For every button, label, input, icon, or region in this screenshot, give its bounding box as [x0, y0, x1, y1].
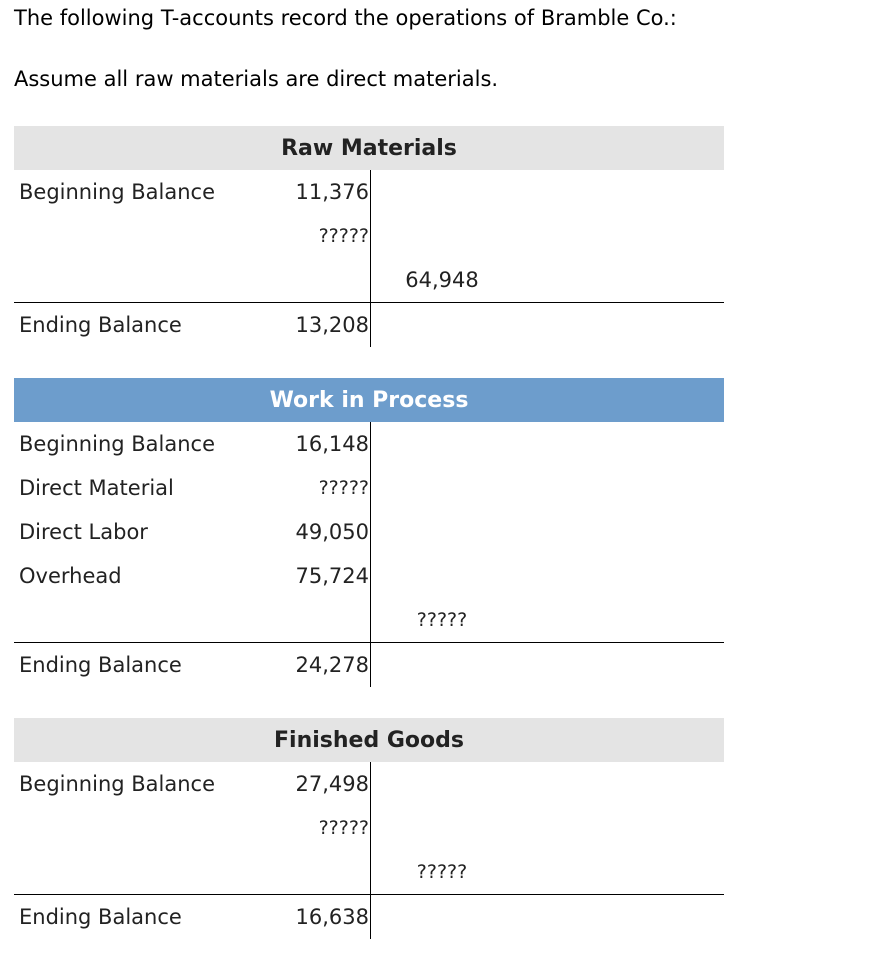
- ending-balance-label: Ending Balance: [19, 905, 182, 929]
- work-in-process-body: Beginning Balance 16,148 Direct Material…: [14, 422, 724, 687]
- beginning-balance-value: 11,376: [295, 180, 369, 204]
- intro-text: The following T-accounts record the oper…: [14, 6, 677, 30]
- raw-materials-ending-row: Ending Balance 13,208: [14, 302, 724, 347]
- work-in-process-t-account: Work in Process Beginning Balance 16,148…: [14, 378, 724, 687]
- beginning-balance-label: Beginning Balance: [19, 180, 216, 204]
- raw-materials-beginning-row: Beginning Balance 11,376: [14, 170, 724, 214]
- ending-balance-value: 16,638: [295, 905, 369, 929]
- wip-credit-row: ?????: [14, 598, 724, 642]
- beginning-balance-label: Beginning Balance: [19, 432, 216, 456]
- raw-materials-credit-row: 64,948: [14, 258, 724, 302]
- cost-of-goods-manufactured-value: ?????: [416, 609, 468, 631]
- ending-balance-label: Ending Balance: [19, 653, 182, 677]
- direct-material-label: Direct Material: [19, 476, 174, 500]
- direct-material-value: ?????: [318, 477, 369, 499]
- materials-used-value: 64,948: [405, 268, 479, 292]
- finished-goods-body: Beginning Balance 27,498 ????? ????? End…: [14, 762, 724, 939]
- finished-goods-t-account: Finished Goods Beginning Balance 27,498 …: [14, 718, 724, 939]
- wip-ending-row: Ending Balance 24,278: [14, 642, 724, 687]
- overhead-value: 75,724: [295, 564, 369, 588]
- beginning-balance-value: 27,498: [295, 772, 369, 796]
- fg-debit-unknown-row: ?????: [14, 806, 724, 850]
- overhead-label: Overhead: [19, 564, 122, 588]
- fg-credit-row: ?????: [14, 850, 724, 894]
- raw-materials-purchases-row: ?????: [14, 214, 724, 258]
- beginning-balance-value: 16,148: [295, 432, 369, 456]
- direct-labor-label: Direct Labor: [19, 520, 148, 544]
- raw-materials-title: Raw Materials: [14, 126, 724, 170]
- wip-direct-material-row: Direct Material ?????: [14, 466, 724, 510]
- purchases-unknown-value: ?????: [318, 225, 369, 247]
- wip-beginning-row: Beginning Balance 16,148: [14, 422, 724, 466]
- raw-materials-body: Beginning Balance 11,376 ????? 64,948 En…: [14, 170, 724, 347]
- wip-direct-labor-row: Direct Labor 49,050: [14, 510, 724, 554]
- wip-overhead-row: Overhead 75,724: [14, 554, 724, 598]
- work-in-process-title: Work in Process: [14, 378, 724, 422]
- ending-balance-value: 24,278: [295, 653, 369, 677]
- fg-beginning-row: Beginning Balance 27,498: [14, 762, 724, 806]
- fg-ending-row: Ending Balance 16,638: [14, 894, 724, 939]
- goods-completed-unknown-value: ?????: [318, 817, 369, 839]
- finished-goods-title: Finished Goods: [14, 718, 724, 762]
- beginning-balance-label: Beginning Balance: [19, 772, 216, 796]
- direct-labor-value: 49,050: [295, 520, 369, 544]
- ending-balance-value: 13,208: [295, 313, 369, 337]
- cost-of-goods-sold-value: ?????: [416, 861, 468, 883]
- raw-materials-t-account: Raw Materials Beginning Balance 11,376 ?…: [14, 126, 724, 347]
- ending-balance-label: Ending Balance: [19, 313, 182, 337]
- assumption-text: Assume all raw materials are direct mate…: [14, 67, 499, 91]
